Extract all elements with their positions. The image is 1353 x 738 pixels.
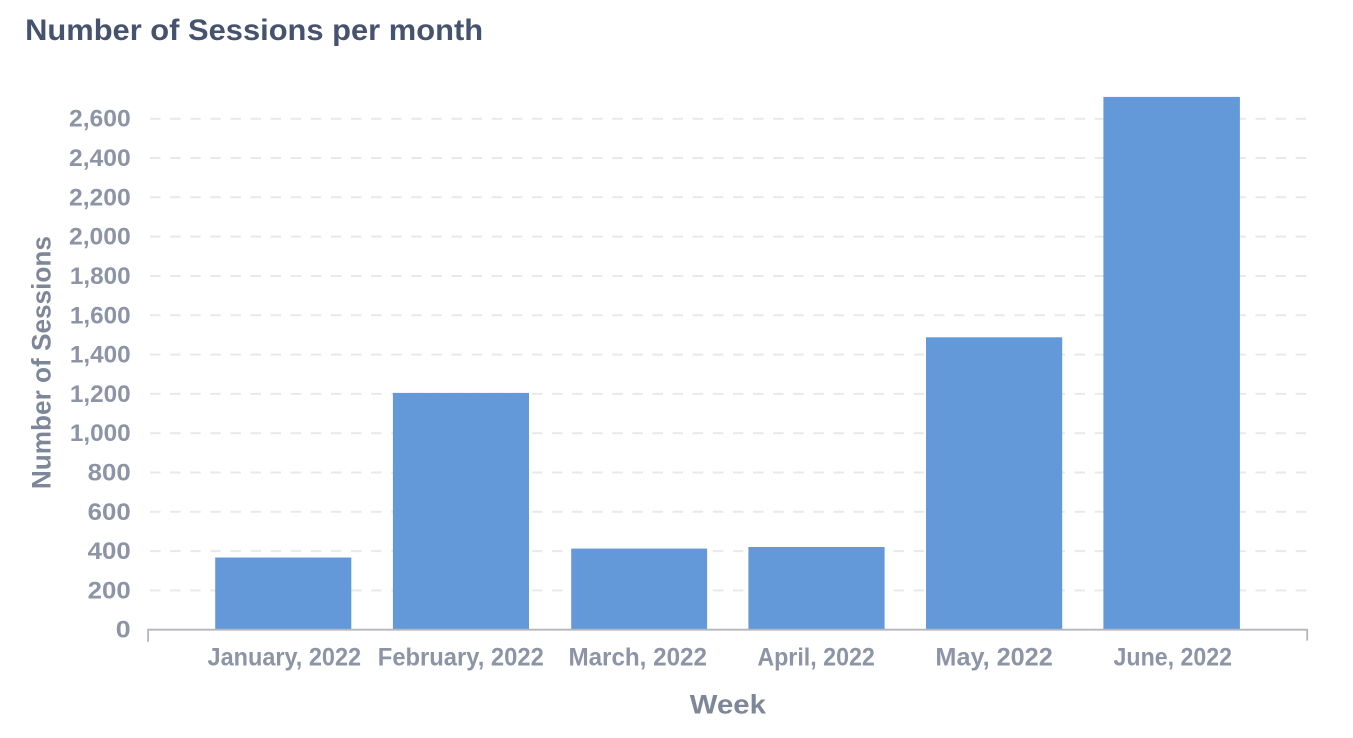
svg-text:Week: Week [690, 689, 766, 719]
svg-text:800: 800 [88, 461, 131, 487]
svg-text:June, 2022: June, 2022 [1114, 644, 1232, 671]
svg-text:2,600: 2,600 [69, 107, 131, 133]
svg-text:1,400: 1,400 [70, 343, 131, 369]
svg-text:1,600: 1,600 [70, 303, 131, 329]
svg-text:April, 2022: April, 2022 [757, 644, 875, 671]
svg-text:March, 2022: March, 2022 [568, 644, 707, 671]
svg-text:600: 600 [88, 500, 131, 526]
svg-text:2,000: 2,000 [69, 225, 131, 251]
svg-text:200: 200 [88, 578, 131, 604]
svg-text:1,000: 1,000 [70, 421, 131, 447]
svg-text:400: 400 [88, 539, 131, 565]
svg-text:1,800: 1,800 [70, 264, 131, 290]
svg-text:May, 2022: May, 2022 [935, 644, 1052, 671]
svg-text:Number of Sessions: Number of Sessions [26, 236, 56, 489]
svg-text:2,200: 2,200 [69, 185, 131, 211]
svg-text:Number of Sessions per month: Number of Sessions per month [25, 14, 483, 47]
svg-text:1,200: 1,200 [70, 382, 131, 408]
svg-text:2,400: 2,400 [69, 146, 131, 172]
svg-text:February, 2022: February, 2022 [378, 644, 544, 671]
svg-text:January, 2022: January, 2022 [208, 644, 362, 671]
svg-text:0: 0 [116, 618, 131, 644]
